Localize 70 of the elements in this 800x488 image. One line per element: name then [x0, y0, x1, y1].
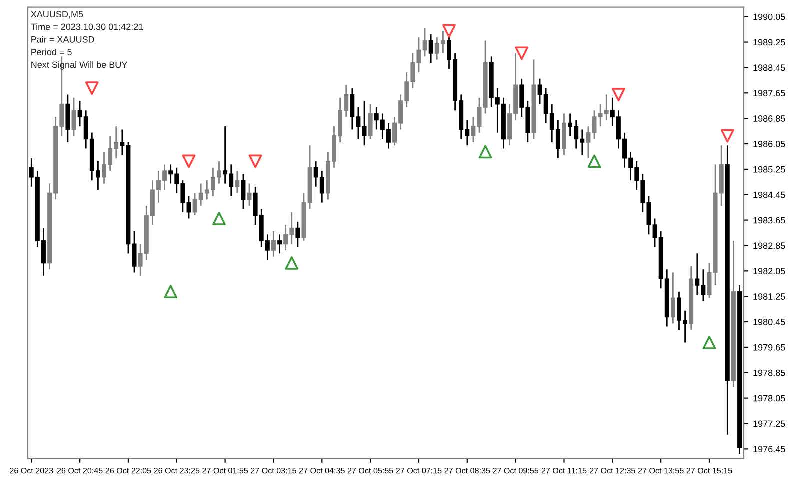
candlestick [368, 104, 373, 140]
y-tick-label: 1986.05 [754, 140, 786, 148]
point [164, 285, 178, 299]
candlestick [271, 230, 276, 258]
x-tick-label: 27 Oct 15:15 [686, 468, 732, 474]
point [612, 88, 626, 102]
x-tick-label: 26 Oct 20:45 [57, 468, 103, 474]
annotation: Period = 5 [32, 48, 72, 56]
point [588, 154, 602, 168]
x-tick-label: 27 Oct 03:15 [251, 468, 296, 474]
candlestick [235, 170, 240, 194]
point [720, 129, 734, 143]
point [182, 154, 196, 168]
point [85, 82, 99, 96]
y-tick-label: 1978.05 [754, 395, 786, 402]
x-tick-label: 27 Oct 05:55 [348, 468, 394, 474]
x-tick-label: 27 Oct 07:15 [396, 468, 442, 474]
point [442, 24, 456, 38]
y-tick-label: 1983.65 [754, 217, 786, 224]
candlestick [707, 262, 712, 299]
y-tick-label: 1976.45 [754, 446, 786, 453]
x-tick-label: 27 Oct 08:35 [444, 468, 490, 474]
candlestick [247, 183, 252, 207]
y-tick-label: 1988.45 [754, 64, 786, 72]
point [515, 46, 529, 60]
point [212, 212, 226, 226]
annotation: Time = 2023.10.30 01:42:21 [31, 24, 144, 30]
chart-title: XAUUSD,M5 [31, 11, 84, 19]
y-tick-label: 1989.25 [754, 39, 786, 46]
x-tick-label: 27 Oct 11:15 [542, 468, 587, 474]
y-tick-label: 1978.85 [754, 370, 786, 376]
point [285, 256, 299, 270]
y-tick-label: 1981.25 [754, 294, 786, 300]
candlestick [362, 100, 367, 146]
y-tick-label: 1982.05 [754, 268, 786, 275]
candlestick [186, 196, 192, 220]
candlestick [296, 221, 300, 248]
y-tick-label: 1980.45 [754, 318, 786, 326]
candlestick [72, 97, 76, 137]
candlestick [477, 97, 482, 134]
y-tick-label: 1990.05 [754, 14, 786, 20]
candlestick [670, 272, 676, 324]
y-tick-label: 1987.65 [754, 90, 786, 97]
annotation: Pair = XAUUSD [32, 36, 94, 43]
candlestick [586, 126, 591, 160]
candlestick [471, 116, 476, 144]
y-tick-label: 1985.25 [754, 166, 786, 173]
x-tick-label: 27 Oct 01:55 [202, 468, 248, 474]
candlestick [241, 174, 246, 210]
candlestick [592, 110, 597, 140]
point [478, 145, 492, 159]
x-tick-label: 26 Oct 2023 [10, 468, 54, 474]
y-tick-label: 1984.45 [754, 192, 786, 198]
y-tick-label: 1979.65 [754, 344, 786, 351]
candlestick [416, 36, 422, 74]
x-tick-label: 26 Oct 23:25 [154, 468, 200, 474]
candlestick [132, 230, 137, 274]
x-tick-label: 27 Oct 04:35 [299, 468, 345, 474]
x-tick-label: 27 Oct 09:55 [493, 468, 539, 474]
candlestick [278, 234, 282, 254]
point [702, 336, 716, 350]
y-tick-label: 1982.85 [754, 242, 786, 250]
x-tick-label: 27 Oct 12:35 [590, 468, 636, 474]
y-tick-label: 1977.25 [754, 420, 786, 428]
candlestick [428, 34, 434, 64]
x-tick-label: 27 Oct 13:55 [638, 468, 684, 474]
y-tick-label: 1986.85 [754, 116, 786, 122]
x-tick-label: 26 Oct 22:05 [106, 468, 152, 474]
candlestick [422, 27, 428, 58]
point [248, 154, 262, 168]
